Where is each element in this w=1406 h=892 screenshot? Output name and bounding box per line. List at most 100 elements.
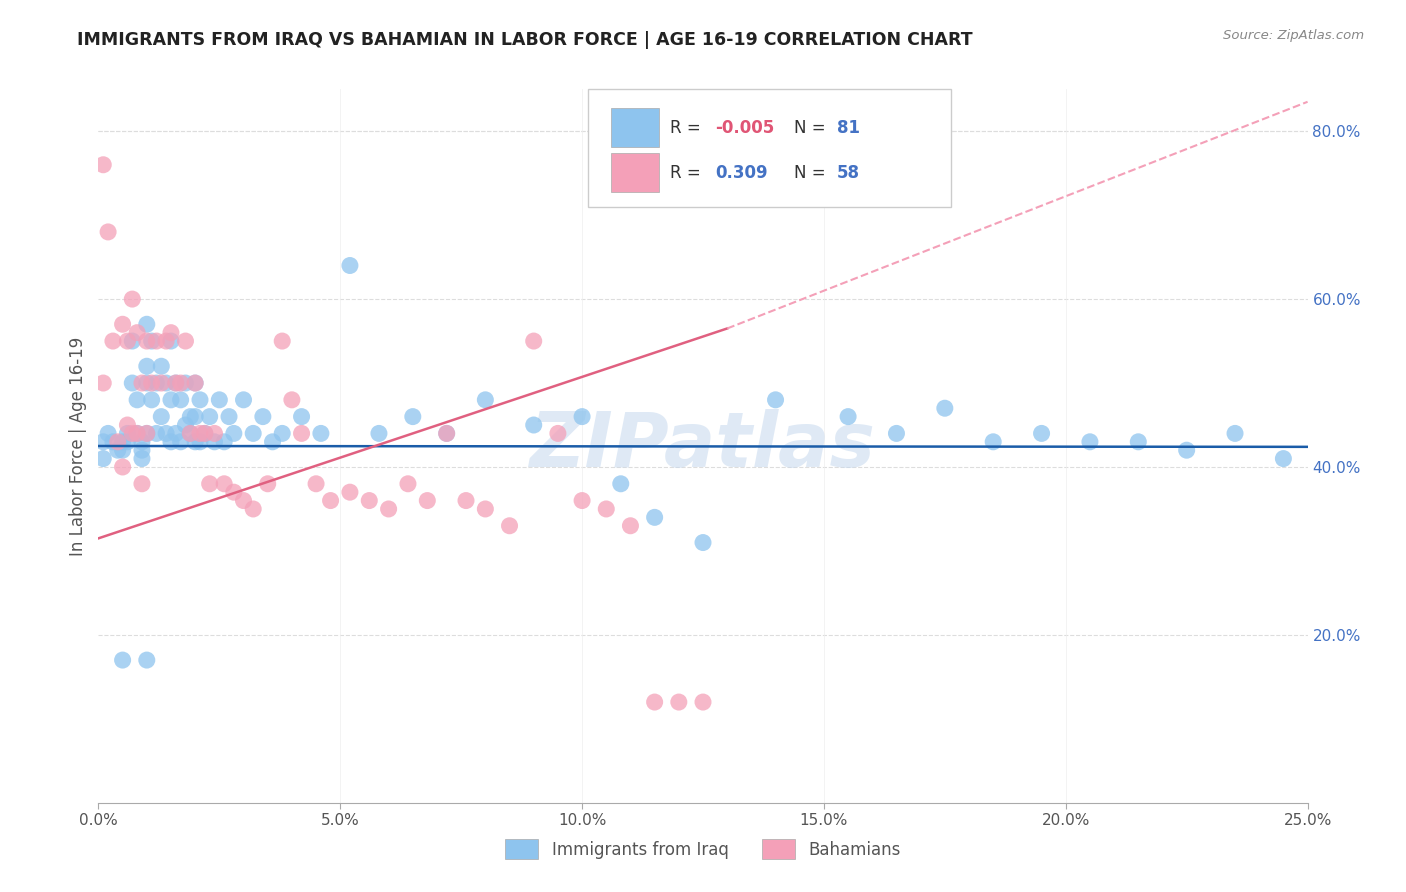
Point — [97, 426, 120, 441]
Point — [1175, 443, 1198, 458]
Point — [198, 476, 221, 491]
Point — [131, 451, 153, 466]
Point — [668, 695, 690, 709]
Point — [127, 426, 149, 441]
Point — [523, 334, 546, 348]
Point — [107, 434, 129, 449]
Point — [218, 409, 240, 424]
Point — [174, 334, 197, 348]
Point — [169, 392, 191, 407]
Point — [222, 426, 245, 441]
Point — [474, 502, 496, 516]
Point — [121, 334, 143, 348]
Text: ZIPatlas: ZIPatlas — [530, 409, 876, 483]
Point — [281, 392, 304, 407]
Point — [198, 409, 221, 424]
Point — [595, 502, 617, 516]
Point — [145, 376, 167, 390]
Y-axis label: In Labor Force | Age 16-19: In Labor Force | Age 16-19 — [69, 336, 87, 556]
Point — [396, 476, 419, 491]
FancyBboxPatch shape — [612, 153, 659, 192]
Point — [319, 493, 342, 508]
Point — [610, 476, 633, 491]
Point — [131, 443, 153, 458]
Point — [174, 376, 197, 390]
Point — [368, 426, 391, 441]
Point — [101, 334, 124, 348]
Point — [150, 376, 173, 390]
Point — [232, 392, 254, 407]
Point — [436, 426, 458, 441]
Point — [141, 376, 163, 390]
Point — [145, 334, 167, 348]
Point — [179, 426, 201, 441]
Point — [155, 376, 177, 390]
Point — [252, 409, 274, 424]
Point — [174, 417, 197, 432]
Point — [339, 485, 361, 500]
Point — [402, 409, 425, 424]
Point — [91, 451, 114, 466]
FancyBboxPatch shape — [612, 109, 659, 147]
Point — [271, 426, 294, 441]
Text: N =: N = — [793, 164, 831, 182]
Point — [127, 326, 149, 340]
Point — [765, 392, 787, 407]
Point — [121, 426, 143, 441]
Point — [135, 426, 157, 441]
Point — [837, 409, 859, 424]
Text: 0.309: 0.309 — [716, 164, 768, 182]
Point — [1031, 426, 1053, 441]
Point — [934, 401, 956, 416]
Point — [886, 426, 908, 441]
Point — [222, 485, 245, 500]
Point — [131, 434, 153, 449]
Point — [141, 334, 163, 348]
Point — [169, 376, 191, 390]
Point — [179, 426, 201, 441]
Point — [256, 476, 278, 491]
Point — [111, 653, 134, 667]
Point — [135, 334, 157, 348]
Point — [212, 476, 235, 491]
Point — [111, 434, 134, 449]
Point — [305, 476, 328, 491]
Point — [242, 426, 264, 441]
Point — [135, 318, 157, 332]
Point — [184, 376, 207, 390]
Point — [571, 409, 593, 424]
Point — [571, 493, 593, 508]
Point — [339, 259, 361, 273]
Point — [165, 426, 187, 441]
Point — [271, 334, 294, 348]
Point — [117, 334, 139, 348]
Point — [160, 326, 183, 340]
Point — [212, 434, 235, 449]
Point — [184, 376, 207, 390]
FancyBboxPatch shape — [588, 89, 950, 207]
Point — [1223, 426, 1246, 441]
Point — [160, 434, 183, 449]
Point — [1078, 434, 1101, 449]
Point — [117, 426, 139, 441]
Point — [160, 392, 183, 407]
Text: 58: 58 — [837, 164, 860, 182]
Point — [135, 426, 157, 441]
Point — [155, 334, 177, 348]
Point — [91, 376, 114, 390]
Point — [135, 653, 157, 667]
Text: -0.005: -0.005 — [716, 119, 775, 136]
Point — [97, 225, 120, 239]
Point — [127, 426, 149, 441]
Point — [131, 376, 153, 390]
Text: 81: 81 — [837, 119, 860, 136]
Point — [165, 376, 187, 390]
Point — [91, 434, 114, 449]
Point — [1272, 451, 1295, 466]
Point — [121, 292, 143, 306]
Point — [454, 493, 477, 508]
Point — [184, 409, 207, 424]
Point — [117, 434, 139, 449]
Point — [204, 426, 226, 441]
Point — [145, 426, 167, 441]
